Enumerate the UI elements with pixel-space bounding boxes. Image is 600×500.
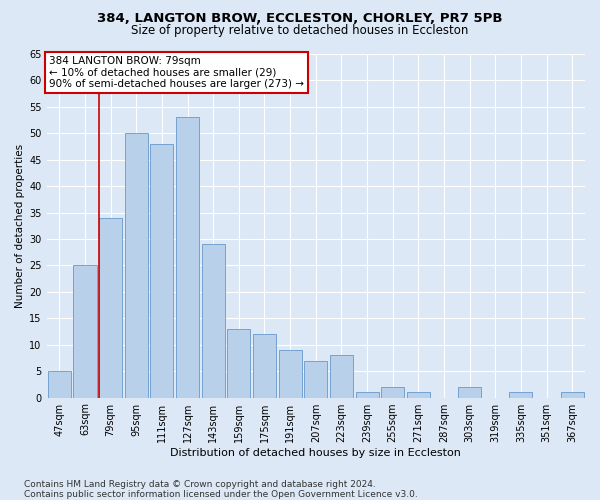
Bar [304, 360, 328, 398]
Bar [202, 244, 225, 398]
Bar [330, 356, 353, 398]
Bar [227, 329, 250, 398]
Y-axis label: Number of detached properties: Number of detached properties [15, 144, 25, 308]
Bar [99, 218, 122, 398]
Bar [176, 118, 199, 398]
Bar [125, 134, 148, 398]
Bar [407, 392, 430, 398]
Bar [278, 350, 302, 398]
Bar [151, 144, 173, 398]
Text: 384 LANGTON BROW: 79sqm
← 10% of detached houses are smaller (29)
90% of semi-de: 384 LANGTON BROW: 79sqm ← 10% of detache… [49, 56, 304, 89]
Bar [458, 387, 481, 398]
Bar [253, 334, 276, 398]
Bar [560, 392, 584, 398]
X-axis label: Distribution of detached houses by size in Eccleston: Distribution of detached houses by size … [170, 448, 461, 458]
Bar [509, 392, 532, 398]
Text: Size of property relative to detached houses in Eccleston: Size of property relative to detached ho… [131, 24, 469, 37]
Text: 384, LANGTON BROW, ECCLESTON, CHORLEY, PR7 5PB: 384, LANGTON BROW, ECCLESTON, CHORLEY, P… [97, 12, 503, 26]
Bar [73, 266, 97, 398]
Bar [381, 387, 404, 398]
Text: Contains HM Land Registry data © Crown copyright and database right 2024.
Contai: Contains HM Land Registry data © Crown c… [24, 480, 418, 499]
Bar [356, 392, 379, 398]
Bar [48, 371, 71, 398]
